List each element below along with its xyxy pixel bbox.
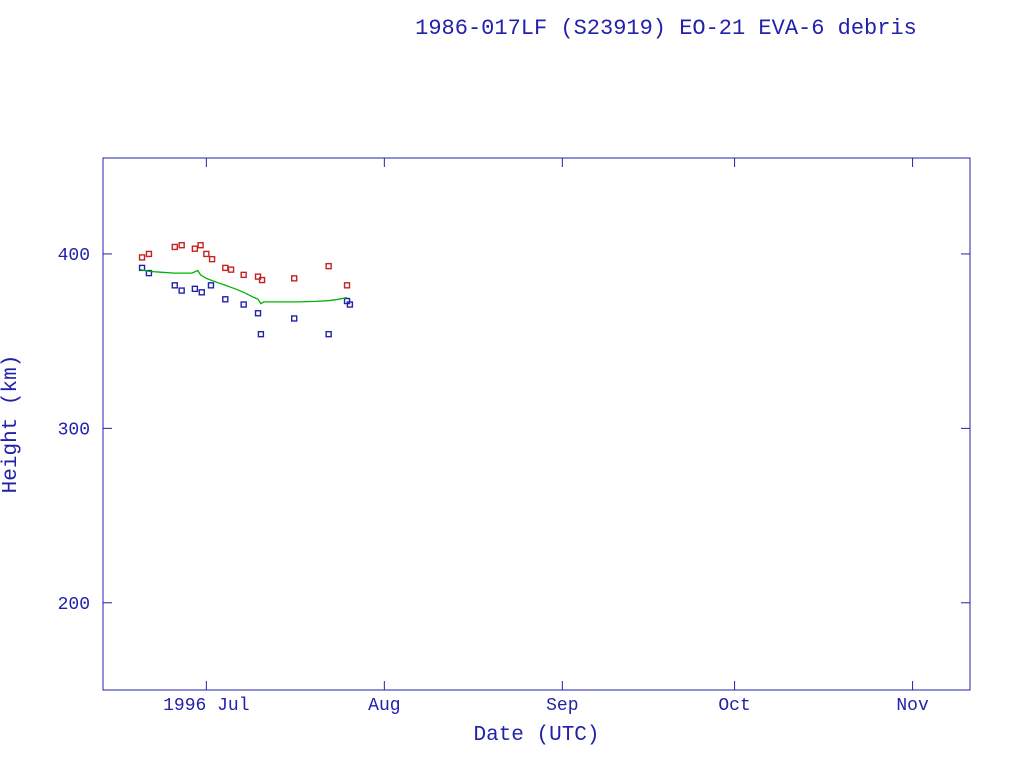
perigee-height-marker [198,289,205,296]
x-tick-label: Oct [718,696,750,716]
perigee-height-marker [346,301,354,308]
x-tick-label: 1996 Jul [163,696,249,716]
perigee-height-marker [254,310,262,317]
apogee-height-marker [203,250,210,258]
perigee-height-marker [207,282,215,289]
perigee-height-marker [325,330,332,338]
perigee-height-marker [171,282,178,289]
apogee-height-marker [290,275,298,282]
x-tick-label: Aug [368,696,400,716]
apogee-height-marker [227,266,235,273]
x-axis-label: Date (UTC) [473,724,599,747]
apogee-height-marker [240,271,247,279]
y-axis-label: Height (km) [0,355,23,494]
apogee-height-marker [343,282,351,289]
apogee-height-marker [222,264,229,272]
perigee-height-marker [178,287,185,294]
perigee-height-marker [145,269,153,277]
apogee-height-marker [191,245,199,252]
perigee-height-marker [257,330,265,338]
apogee-height-marker [254,273,262,280]
apogee-height-marker [325,262,332,270]
apogee-height-marker [197,242,204,249]
x-tick-label: Sep [546,696,578,716]
apogee-height-marker [145,250,153,258]
apogee-height-marker [178,242,185,249]
mean-height-line [140,268,348,305]
y-tick-label: 300 [58,420,90,440]
y-tick-label: 200 [58,595,90,615]
apogee-height-marker [171,243,178,251]
perigee-height-marker [222,296,229,303]
perigee-height-marker [290,315,298,322]
apogee-height-marker [258,276,266,284]
y-tick-label: 400 [58,246,90,266]
perigee-height-marker [191,285,199,293]
chart-title: 1986-017LF (S23919) EO-21 EVA-6 debris [415,16,917,41]
perigee-height-marker [240,301,247,308]
apogee-height-marker [138,254,146,261]
apogee-height-marker [208,255,216,263]
plot-frame [102,157,971,691]
x-tick-label: Nov [896,696,929,716]
